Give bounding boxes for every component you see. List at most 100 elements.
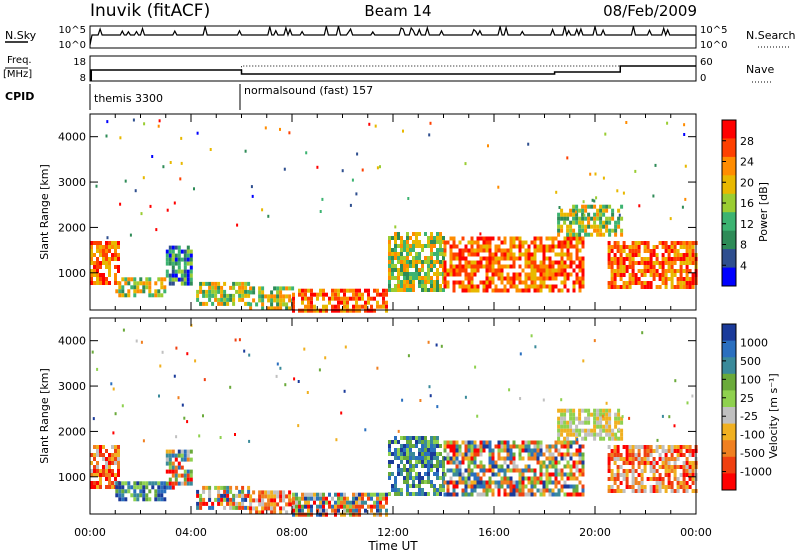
echo-cell: [229, 505, 233, 510]
echo-cell: [509, 252, 513, 257]
echo-cell: [476, 480, 480, 485]
echo-cell: [608, 216, 612, 221]
echo-cell: [244, 493, 248, 498]
colorbar-tick-label: 24: [740, 156, 754, 169]
echo-cell: [397, 492, 400, 496]
echo-cell: [105, 265, 108, 269]
echo-cell: [685, 241, 689, 245]
echo-cell: [211, 501, 215, 506]
echo-cell: [203, 378, 206, 382]
echo-cell: [542, 488, 546, 493]
echo-cell: [111, 241, 114, 245]
echo-cell: [631, 273, 635, 277]
echo-cell: [168, 257, 172, 262]
echo-cell: [488, 464, 492, 469]
echo-cell: [186, 453, 190, 458]
echo-cell: [114, 412, 117, 416]
echo-cell: [470, 456, 474, 461]
echo-cell: [643, 457, 647, 461]
echo-cell: [691, 469, 695, 473]
echo-cell: [430, 284, 433, 288]
echo-cell: [223, 293, 227, 298]
echo-cell: [270, 498, 274, 503]
echo-cell: [643, 465, 647, 469]
echo-cell: [512, 272, 516, 277]
echo-cell: [394, 252, 397, 256]
echo-cell: [566, 464, 570, 469]
echo-cell: [385, 300, 388, 305]
echo-cell: [180, 449, 184, 454]
echo-cell: [506, 448, 510, 453]
echo-cell: [503, 440, 507, 445]
echo-cell: [105, 281, 108, 285]
echo-cell: [679, 445, 683, 449]
echo-cell: [581, 236, 585, 241]
echo-cell: [452, 456, 456, 461]
echo-cell: [638, 204, 641, 208]
echo-cell: [443, 252, 447, 257]
echo-cell: [679, 453, 683, 457]
echo-cell: [443, 472, 447, 477]
echo-cell: [470, 264, 474, 269]
echo-cell: [503, 480, 507, 485]
echo-cell: [590, 232, 594, 237]
echo-cell: [461, 492, 465, 497]
echo-cell: [646, 245, 650, 249]
echo-cell: [388, 244, 391, 248]
echo-cell: [349, 288, 352, 293]
echo-cell: [667, 477, 671, 481]
echo-cell: [461, 488, 465, 493]
echo-cell: [605, 408, 609, 413]
echo-cell: [241, 281, 245, 286]
echo-cell: [409, 236, 412, 240]
echo-cell: [452, 240, 456, 245]
echo-cell: [105, 477, 108, 481]
echo-cell: [442, 476, 445, 480]
echo-cell: [554, 260, 558, 265]
echo-cell: [177, 265, 181, 270]
echo-cell: [352, 492, 355, 497]
echo-cell: [295, 500, 298, 505]
echo-cell: [452, 444, 456, 449]
echo-cell: [578, 480, 582, 485]
echo-cell: [403, 280, 406, 284]
echo-cell: [622, 261, 626, 265]
echo-cell: [313, 292, 316, 297]
echo-cell: [563, 440, 567, 445]
echo-cell: [140, 212, 143, 216]
echo-cell: [427, 268, 430, 272]
echo-cell: [449, 448, 453, 453]
echo-cell: [397, 440, 400, 444]
echo-cell: [385, 292, 388, 297]
echo-cell: [168, 461, 172, 466]
echo-cell: [205, 301, 209, 306]
echo-cell: [394, 276, 397, 280]
echo-cell: [171, 485, 175, 490]
echo-cell: [688, 261, 692, 265]
noise-trace: [89, 25, 696, 46]
echo-cell: [142, 285, 146, 290]
echo-cell: [433, 264, 436, 268]
echo-cell: [226, 297, 230, 302]
echo-cell: [488, 268, 492, 273]
echo-cell: [683, 133, 686, 136]
echo-cell: [214, 281, 218, 286]
echo-cell: [560, 428, 564, 433]
echo-cell: [602, 408, 606, 413]
echo-cell: [208, 505, 212, 510]
echo-cell: [622, 445, 626, 449]
echo-cell: [494, 284, 498, 289]
echo-cell: [545, 248, 549, 253]
echo-cell: [583, 213, 586, 217]
echo-cell: [409, 452, 412, 456]
echo-cell: [584, 420, 588, 425]
echo-cell: [566, 240, 570, 245]
echo-cell: [452, 256, 456, 261]
echo-cell: [494, 444, 498, 449]
echo-cell: [452, 488, 456, 493]
echo-cell: [533, 240, 537, 245]
echo-cell: [244, 293, 248, 298]
echo-cell: [596, 416, 600, 421]
echo-cell: [168, 281, 172, 286]
echo-cell: [406, 460, 409, 464]
